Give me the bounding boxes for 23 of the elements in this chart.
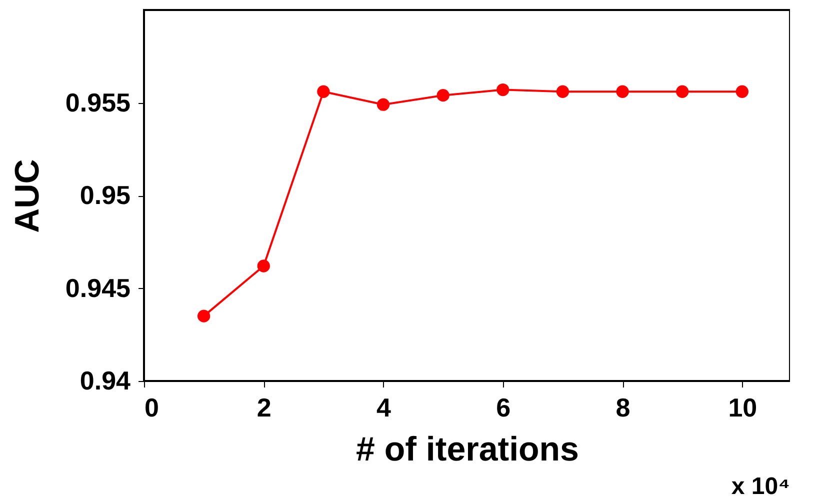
x-axis-title: # of iterations [356, 430, 579, 468]
y-tick-label: 0.94 [80, 366, 132, 396]
point [317, 85, 330, 98]
x-tick-label: 0 [144, 392, 159, 422]
y-tick-label: 0.95 [80, 180, 130, 210]
point [197, 310, 210, 322]
point [676, 85, 689, 98]
point [616, 85, 629, 98]
y-tick-label: 0.955 [65, 87, 130, 118]
point [257, 260, 270, 272]
y-axis-title: AUC [8, 159, 46, 233]
x-tick-label: 2 [256, 392, 272, 422]
x-tick-label: 8 [616, 392, 630, 422]
y-tick-label: 0.945 [65, 272, 130, 303]
x-tick-label: 6 [496, 392, 511, 422]
point [436, 89, 450, 102]
point [556, 85, 570, 98]
point [736, 85, 748, 98]
x-tick-label: 10 [728, 392, 758, 422]
text: x 10⁴ [731, 473, 790, 500]
point [496, 83, 510, 96]
point [376, 98, 390, 111]
x-tick-label: 4 [376, 392, 392, 422]
